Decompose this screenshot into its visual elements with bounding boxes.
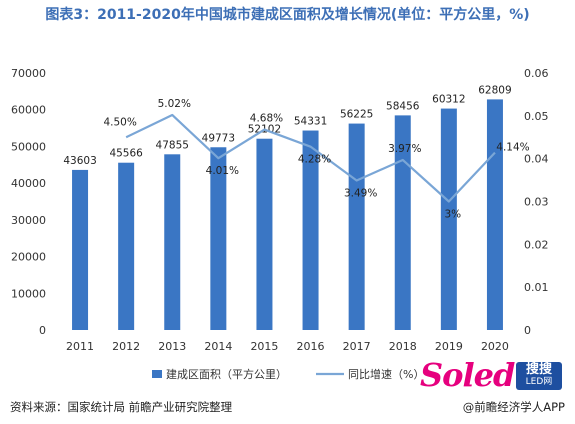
right-axis-tick-label: 0.06: [524, 67, 549, 80]
legend-line-label: 同比增速（%）: [348, 367, 424, 381]
line-value-label: 4.28%: [298, 154, 331, 166]
line-path: [125, 113, 496, 203]
bar-value-label: 56225: [340, 109, 373, 121]
bar-series: [72, 99, 503, 331]
left-axis-tick-label: 20000: [11, 251, 46, 264]
x-axis-tick-label: 2011: [66, 340, 94, 353]
line-series: [125, 113, 496, 203]
left-axis: 0 10000 20000 30000 40000 50000 60000 70000: [11, 67, 46, 337]
bar: [164, 154, 181, 330]
x-axis-tick-label: 2015: [250, 340, 278, 353]
right-axis-tick-label: 0.02: [524, 238, 549, 251]
logo-badge-cn: 搜搜: [525, 362, 552, 377]
logo-script-text: Soled: [420, 356, 515, 394]
bar-value-label: 54331: [294, 116, 327, 128]
line-value-label: 3.97%: [388, 143, 421, 155]
logo-badge-en: LED网: [525, 377, 553, 387]
bar: [348, 123, 365, 330]
line-value-label: 3.49%: [344, 188, 377, 200]
x-axis-tick-label: 2018: [389, 340, 417, 353]
bar: [394, 115, 411, 331]
x-axis-labels: 2011 2012 2013 2014 2015 2016 2017 2018 2019 2020: [66, 340, 509, 353]
chart-title: 图表3：2011-2020年中国城市建成区面积及增长情况(单位：平方公里，%): [45, 7, 530, 23]
x-axis-tick-label: 2017: [343, 340, 371, 353]
bar-value-label: 43603: [63, 155, 96, 167]
line-value-label: 4.50%: [103, 116, 136, 128]
line-value-label: 3%: [445, 209, 462, 221]
line-value-labels: 4.50% 5.02% 4.01% 4.68% 4.28% 3.49% 3.97% 3% 4.1…: [103, 98, 529, 221]
bar-value-label: 60312: [432, 94, 465, 106]
bar: [72, 169, 89, 330]
soled-logo: Soled 搜搜 LED网: [420, 356, 570, 398]
bar-value-label: 45566: [109, 148, 143, 160]
legend-bar-label: 建成区面积（平方公里）: [166, 367, 287, 381]
right-axis-tick-label: 0.04: [524, 153, 549, 166]
credit-note: @前瞻经济学人APP: [462, 400, 565, 414]
legend-bar-swatch: [152, 370, 162, 378]
source-note: 资料来源：国家统计局 前瞻产业研究院整理: [10, 400, 233, 414]
right-axis-tick-label: 0: [524, 324, 531, 337]
x-axis-tick-label: 2013: [158, 340, 186, 353]
x-axis-tick-label: 2016: [297, 340, 325, 353]
left-axis-tick-label: 70000: [11, 67, 46, 80]
bar-value-label: 47855: [156, 139, 189, 151]
line-value-label: 5.02%: [158, 98, 191, 110]
left-axis-tick-label: 60000: [11, 104, 46, 117]
line-value-label: 4.01%: [206, 165, 239, 177]
left-axis-tick-label: 50000: [11, 140, 46, 153]
right-axis: 0 0.01 0.02 0.03 0.04 0.05 0.06: [524, 67, 549, 337]
bar: [118, 162, 135, 330]
legend: 建成区面积（平方公里） 同比增速（%）: [152, 367, 424, 381]
bar-value-label: 62809: [478, 84, 511, 96]
bar: [256, 138, 273, 330]
left-axis-tick-label: 30000: [11, 214, 46, 227]
right-axis-tick-label: 0.01: [524, 281, 549, 294]
bar-value-label: 58456: [386, 100, 420, 112]
bar: [210, 147, 227, 330]
left-axis-tick-label: 10000: [11, 287, 46, 300]
logo-badge: 搜搜 LED网: [516, 362, 562, 390]
right-axis-tick-label: 0.03: [524, 196, 549, 209]
line-value-label: 4.14%: [496, 142, 529, 154]
bar-value-label: 49773: [202, 132, 235, 144]
x-axis-tick-label: 2020: [481, 340, 509, 353]
x-axis-tick-label: 2019: [435, 340, 463, 353]
bar: [440, 108, 457, 330]
x-axis-tick-label: 2012: [112, 340, 140, 353]
bar: [302, 130, 319, 330]
left-axis-tick-label: 40000: [11, 177, 46, 190]
line-value-label: 4.68%: [250, 113, 283, 125]
right-axis-tick-label: 0.05: [524, 110, 549, 123]
left-axis-tick-label: 0: [39, 324, 46, 337]
bar: [486, 99, 503, 330]
x-axis-tick-label: 2014: [204, 340, 232, 353]
